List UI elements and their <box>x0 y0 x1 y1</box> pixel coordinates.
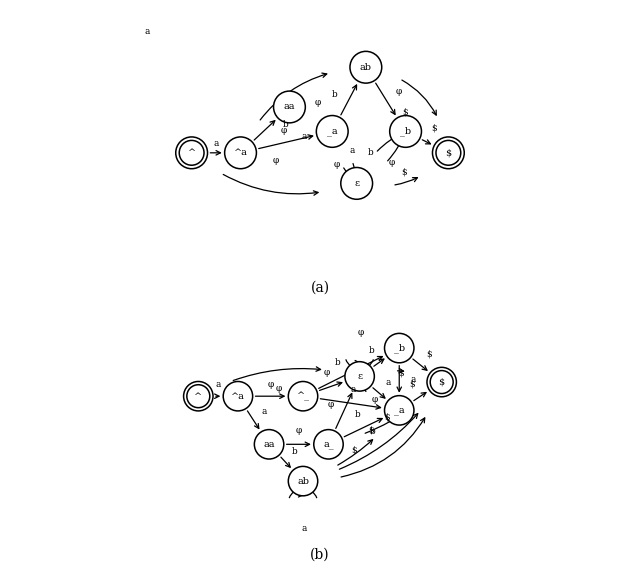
Circle shape <box>385 396 414 425</box>
Text: φ: φ <box>268 380 274 389</box>
Text: a: a <box>301 132 307 141</box>
Circle shape <box>385 333 414 363</box>
Text: $: $ <box>445 148 451 157</box>
Text: b: b <box>332 89 337 98</box>
Circle shape <box>345 362 374 391</box>
Text: $: $ <box>401 167 406 176</box>
Text: $: $ <box>431 124 436 133</box>
Text: φ: φ <box>371 395 378 404</box>
Text: $: $ <box>398 369 404 378</box>
Text: (b): (b) <box>310 548 330 561</box>
Text: $: $ <box>426 350 432 358</box>
Text: φ: φ <box>273 156 279 165</box>
Circle shape <box>225 137 257 169</box>
Text: a: a <box>216 380 221 389</box>
Text: φ: φ <box>328 400 334 409</box>
Circle shape <box>176 137 207 169</box>
Circle shape <box>288 466 317 496</box>
Text: $: $ <box>351 445 357 454</box>
Text: b: b <box>283 121 289 129</box>
Text: b: b <box>335 358 340 367</box>
Circle shape <box>184 381 213 411</box>
Text: φ: φ <box>396 87 402 96</box>
Text: b: b <box>355 410 360 419</box>
Text: a: a <box>411 375 416 384</box>
Text: φ: φ <box>324 368 330 378</box>
Circle shape <box>433 137 464 169</box>
Text: aa: aa <box>263 440 275 449</box>
Circle shape <box>350 52 381 83</box>
Text: a: a <box>386 378 391 387</box>
Text: φ: φ <box>358 328 364 337</box>
Circle shape <box>427 367 456 397</box>
Text: $: $ <box>410 380 415 389</box>
Circle shape <box>273 91 305 123</box>
Circle shape <box>390 115 422 147</box>
Text: $: $ <box>385 413 390 422</box>
Text: a: a <box>349 146 355 155</box>
Text: ε: ε <box>354 179 359 188</box>
Text: ^: ^ <box>188 148 196 157</box>
Circle shape <box>316 115 348 147</box>
Text: _b: _b <box>400 127 411 136</box>
Text: ab: ab <box>360 63 372 72</box>
Text: φ: φ <box>280 126 287 135</box>
Circle shape <box>340 168 372 199</box>
Text: a: a <box>351 385 356 394</box>
Text: $: $ <box>403 107 408 116</box>
Text: ab: ab <box>297 477 309 486</box>
Text: ^a: ^a <box>231 392 245 401</box>
Text: _b: _b <box>394 343 405 353</box>
Circle shape <box>254 430 284 459</box>
Circle shape <box>314 430 343 459</box>
Text: ^a: ^a <box>234 148 248 157</box>
Text: b: b <box>369 427 375 436</box>
Text: (a): (a) <box>310 280 330 294</box>
Circle shape <box>288 381 317 411</box>
Text: a: a <box>262 407 268 416</box>
Text: $: $ <box>369 426 374 435</box>
Text: b: b <box>292 447 298 456</box>
Text: φ: φ <box>315 97 321 106</box>
Text: aa: aa <box>284 102 295 112</box>
Text: a: a <box>302 524 307 533</box>
Text: φ: φ <box>276 384 282 393</box>
Text: ^_: ^_ <box>296 392 310 401</box>
Text: a: a <box>213 139 219 148</box>
Text: $: $ <box>438 378 445 387</box>
Text: a: a <box>144 27 150 36</box>
Text: b: b <box>367 148 373 157</box>
Circle shape <box>223 381 253 411</box>
Text: _a: _a <box>327 127 337 136</box>
Text: ^: ^ <box>195 392 202 401</box>
Text: ε: ε <box>357 372 362 381</box>
Text: a_: a_ <box>323 440 334 449</box>
Text: _a: _a <box>394 406 404 415</box>
Text: φ: φ <box>388 158 395 167</box>
Text: b: b <box>369 346 374 355</box>
Text: φ: φ <box>334 160 340 169</box>
Text: φ: φ <box>296 426 302 435</box>
